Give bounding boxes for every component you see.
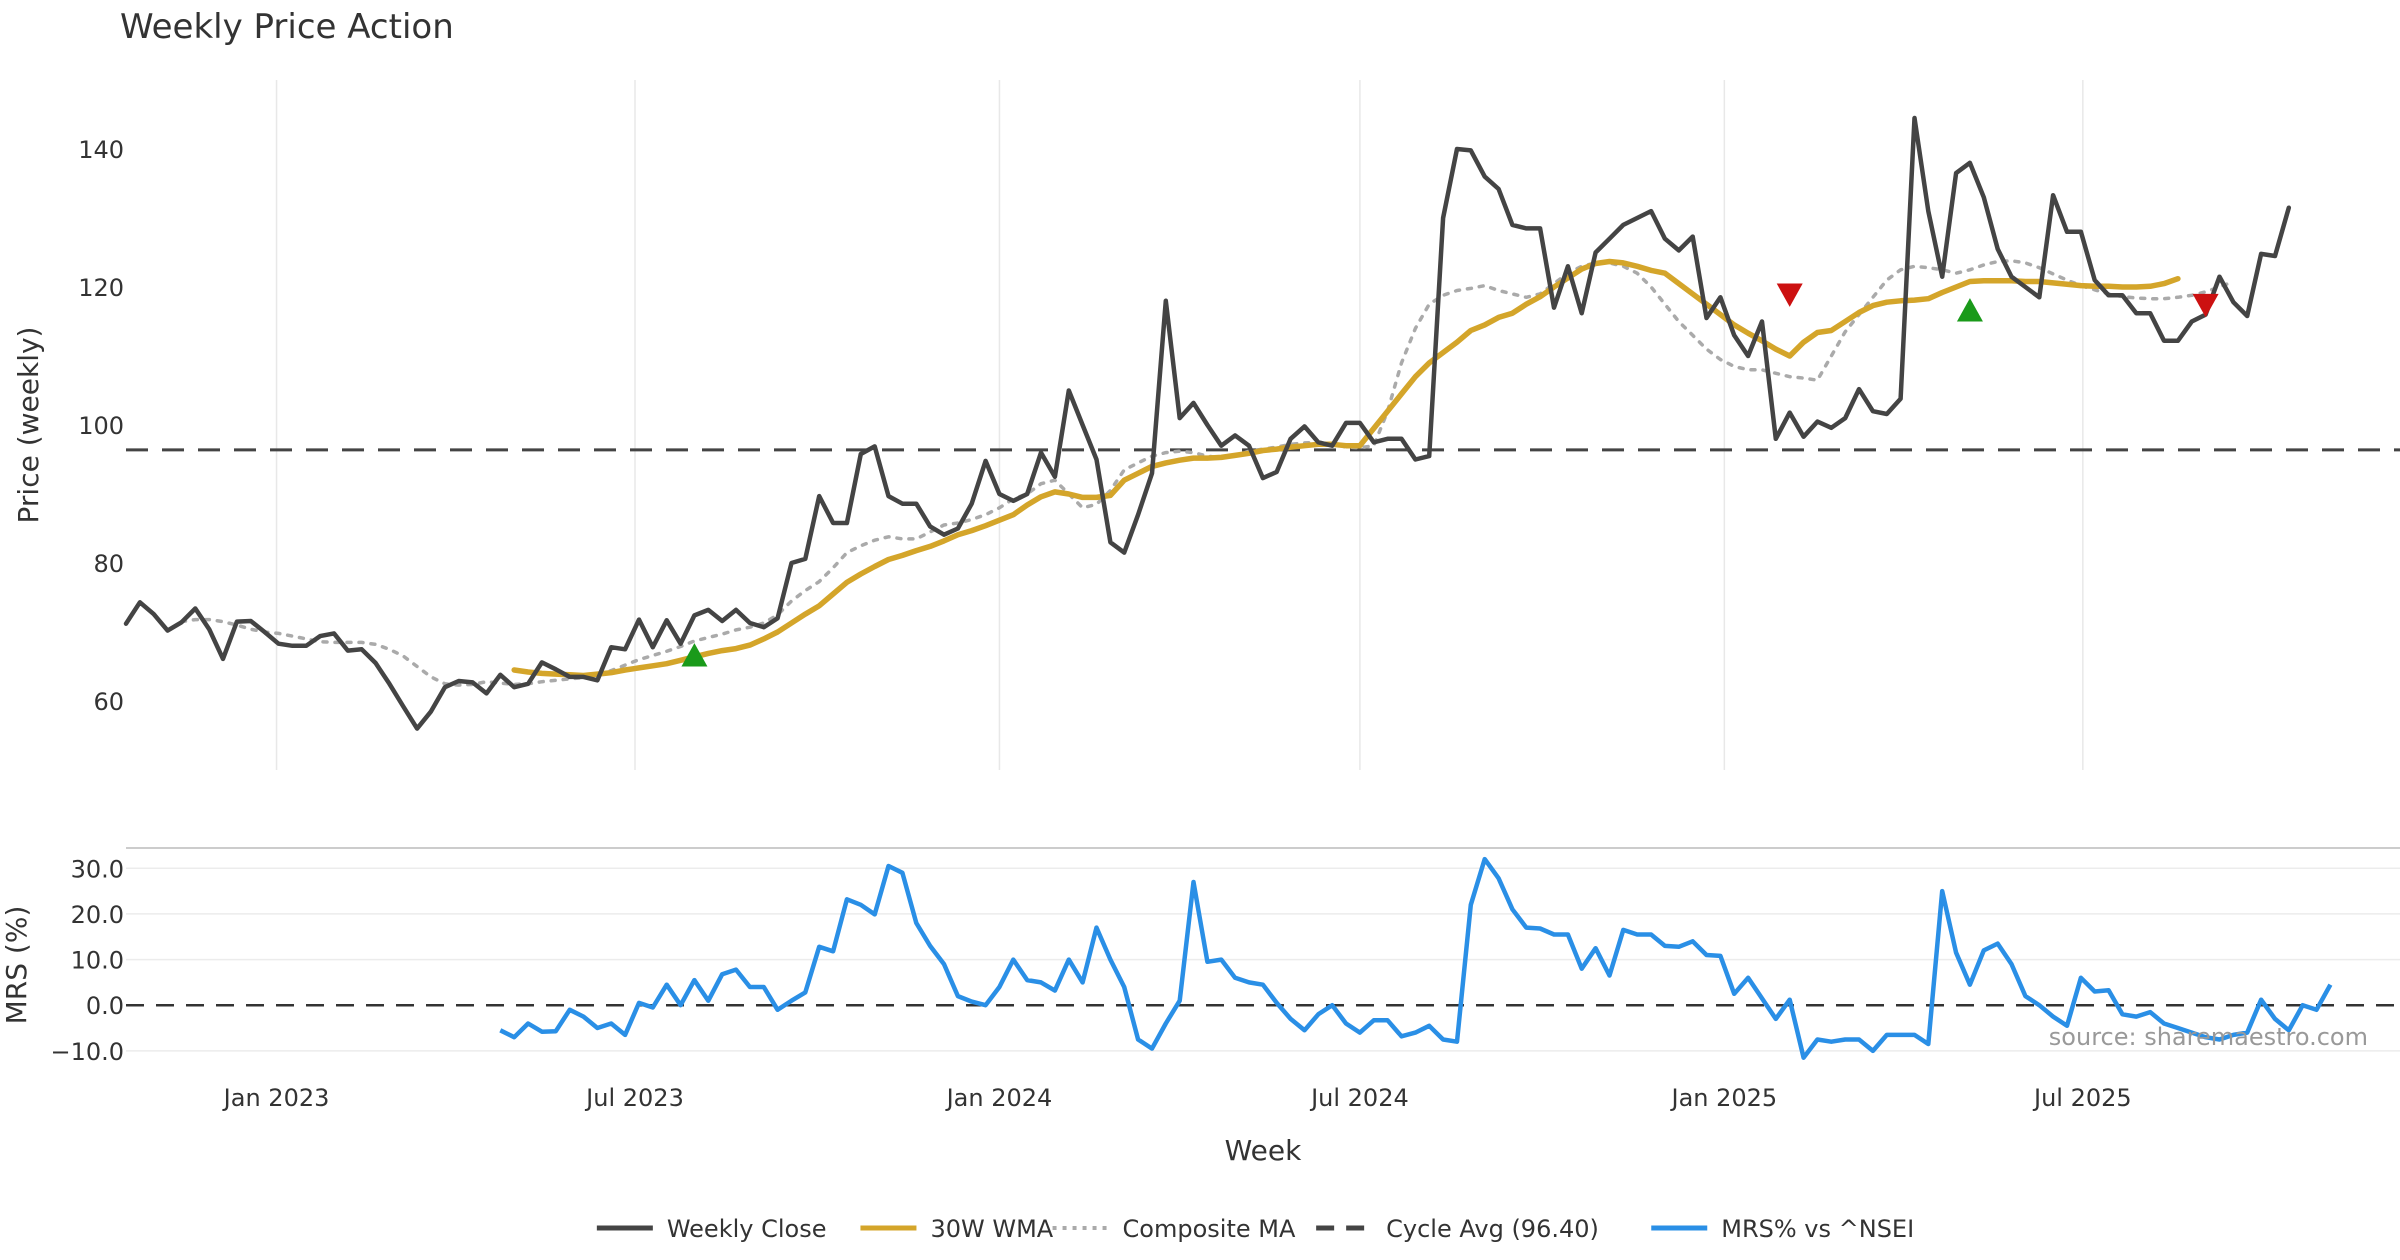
chart-title: Weekly Price Action — [120, 7, 454, 47]
buy-signal-marker — [681, 643, 708, 667]
mrs-y-tick-label: 0.0 — [86, 992, 124, 1020]
mrs-y-tick-label: 20.0 — [71, 901, 124, 929]
source-note: source: sharemaestro.com — [2049, 1023, 2368, 1051]
x-tick-label: Jul 2023 — [584, 1084, 684, 1112]
legend-label: Composite MA — [1123, 1215, 1296, 1243]
sell-signal-marker — [1776, 283, 1803, 307]
price-y-tick-label: 120 — [78, 274, 124, 302]
x-axis: Jan 2023 Jul 2023 Jan 2024 Jul 2024 Jan 2025… — [222, 1084, 2132, 1112]
price-y-tick-label: 100 — [78, 412, 124, 440]
mrs-y-tick-label: 10.0 — [71, 947, 124, 975]
mrs-y-tick-label: 30.0 — [71, 855, 124, 883]
x-tick-label: Jan 2025 — [1669, 1084, 1777, 1112]
sell-signal-marker — [2192, 293, 2219, 318]
legend-label: 30W WMA — [930, 1215, 1053, 1243]
series-line-composite-ma — [179, 259, 2236, 687]
price-y-tick-label: 60 — [93, 688, 124, 716]
legend-label: MRS% vs ^NSEI — [1721, 1215, 1914, 1243]
x-axis-label: Week — [1225, 1134, 1302, 1167]
price-y-tick-label: 140 — [78, 136, 124, 164]
x-tick-label: Jan 2023 — [222, 1084, 330, 1112]
series-line-30w-wma — [511, 258, 2181, 679]
price-y-tick-label: 80 — [93, 550, 124, 578]
x-tick-label: Jul 2025 — [2032, 1084, 2132, 1112]
buy-signal-marker — [1956, 298, 1983, 322]
legend-label: Cycle Avg (96.40) — [1386, 1215, 1599, 1243]
x-tick-label: Jan 2024 — [945, 1084, 1053, 1112]
price-axis-label: Price (weekly) — [12, 327, 45, 524]
series-line-mrs — [499, 856, 2333, 1060]
series-line-weekly-close — [123, 115, 2292, 731]
mrs-axis-label: MRS (%) — [0, 906, 33, 1025]
price-plot: 60 80 100 120 140 — [78, 80, 2400, 770]
mrs-y-tick-label: −10.0 — [50, 1038, 124, 1066]
mrs-plot: 30.0 20.0 10.0 0.0 −10.0 — [50, 847, 2400, 1066]
x-tick-label: Jul 2024 — [1309, 1084, 1409, 1112]
legend-label: Weekly Close — [667, 1215, 827, 1243]
legend: Weekly Close 30W WMA Composite MA Cycle Avg… — [596, 1215, 1914, 1243]
